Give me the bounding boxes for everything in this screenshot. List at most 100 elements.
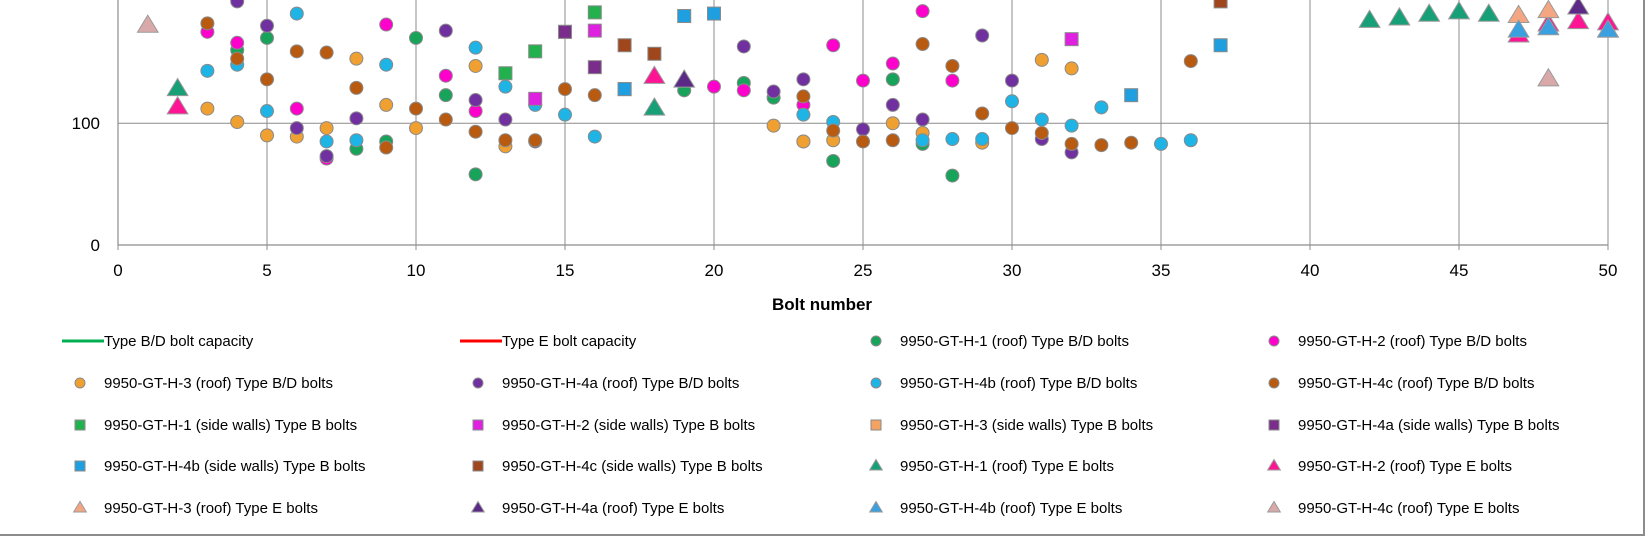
x-tick-label: 15 [556,261,575,280]
legend-item: 9950-GT-H-3 (side walls) Type B bolts [870,417,1153,434]
data-point [1034,52,1049,67]
data-point [856,122,870,137]
axes [117,0,1609,250]
data-point [1034,125,1049,140]
x-tick-label: 0 [113,261,122,280]
x-tick-label: 40 [1301,261,1320,280]
data-point [230,35,245,50]
legend-label: 9950-GT-H-4a (side walls) Type B bolts [1298,417,1560,434]
data-point [230,51,245,66]
data-point [409,30,423,45]
data-point [1566,10,1590,30]
data-point [1064,118,1079,133]
data-point [349,133,364,148]
data-point [1064,32,1079,47]
legend-item: 9950-GT-H-4c (roof) Type E bolts [1266,500,1519,517]
legend-marker-swatch [868,500,884,513]
data-point [1183,54,1198,69]
x-axis-label: Bolt number [772,295,872,314]
series-9950-gt-h-4b-roof-type-b-d-bolts [200,6,1198,151]
data-point [200,101,215,116]
data-point [915,133,930,148]
data-point [528,133,543,148]
data-point [856,73,870,88]
data-point [558,24,572,39]
series-9950-gt-h-1-side-walls-type-b-bolts [498,5,602,81]
data-point [1213,38,1228,53]
data-point [1537,16,1560,36]
data-point [379,17,394,32]
data-point [1064,61,1079,76]
data-point [289,44,304,59]
y-tick-label: 0 [91,236,100,255]
data-point [1477,3,1501,22]
data-point [438,112,453,127]
x-tick-label: 5 [262,261,271,280]
data-point [587,129,602,144]
legend-item: 9950-GT-H-1 (roof) Type B/D bolts [870,333,1129,350]
data-point [885,72,900,87]
data-point [558,107,572,122]
data-point [707,6,721,21]
data-point [558,82,572,97]
data-point [587,5,602,20]
data-point [677,9,692,24]
data-point [319,149,334,164]
legend-label: 9950-GT-H-3 (side walls) Type B bolts [900,417,1153,434]
data-point [617,38,632,53]
data-point [260,18,274,33]
data-point [260,128,274,143]
data-point [260,30,274,45]
legend-marker-swatch [72,500,88,513]
legend-marker-swatch [472,419,484,431]
data-point [1005,121,1019,136]
data-point [468,58,483,73]
legend-item: 9950-GT-H-4a (roof) Type E bolts [470,500,724,517]
data-point [915,37,930,52]
data-point [587,23,602,38]
data-point [826,123,841,138]
data-point [528,44,543,59]
data-point [945,132,960,147]
data-point [379,140,394,155]
data-point [289,101,304,116]
data-point [498,79,513,94]
y-tick-labels: 0 100 [72,114,100,255]
data-point [409,121,423,136]
legend-item: 9950-GT-H-1 (side walls) Type B bolts [74,417,357,434]
legend-marker-swatch [74,377,86,389]
x-tick-label: 10 [407,261,426,280]
data-point [230,0,245,9]
legend-marker-swatch [472,377,484,389]
legend-marker-swatch [868,458,884,471]
legend-marker-swatch [472,460,484,472]
data-point [826,38,841,53]
legend-label: 9950-GT-H-4b (side walls) Type B bolts [104,458,366,475]
data-point [319,121,334,136]
legend-label: 9950-GT-H-4a (roof) Type B/D bolts [502,375,739,392]
legend-label: 9950-GT-H-4c (roof) Type B/D bolts [1298,375,1534,392]
data-point [885,133,900,148]
legend-item: 9950-GT-H-3 (roof) Type E bolts [72,500,318,517]
x-tick-label: 25 [854,261,873,280]
data-point [1034,112,1049,127]
legend-item: 9950-GT-H-3 (roof) Type B/D bolts [74,375,333,392]
data-point [349,80,364,95]
legend-marker-swatch [74,419,86,431]
data-point [1124,88,1139,103]
legend-label: 9950-GT-H-4b (roof) Type E bolts [900,500,1122,517]
legend-item: 9950-GT-H-4b (side walls) Type B bolts [74,458,366,475]
data-point [1507,19,1530,38]
legend-label: 9950-GT-H-1 (side walls) Type B bolts [104,417,357,434]
data-point [230,114,245,129]
data-point [796,107,811,122]
data-point [1537,67,1560,87]
legend-label: Type E bolt capacity [502,333,637,350]
y-tick-label: 100 [72,114,100,133]
data-point [349,51,364,66]
data-point [587,88,602,103]
legend-marker-swatch [870,335,882,347]
data-point [166,95,189,115]
data-point [409,101,423,116]
data-point [136,14,160,33]
